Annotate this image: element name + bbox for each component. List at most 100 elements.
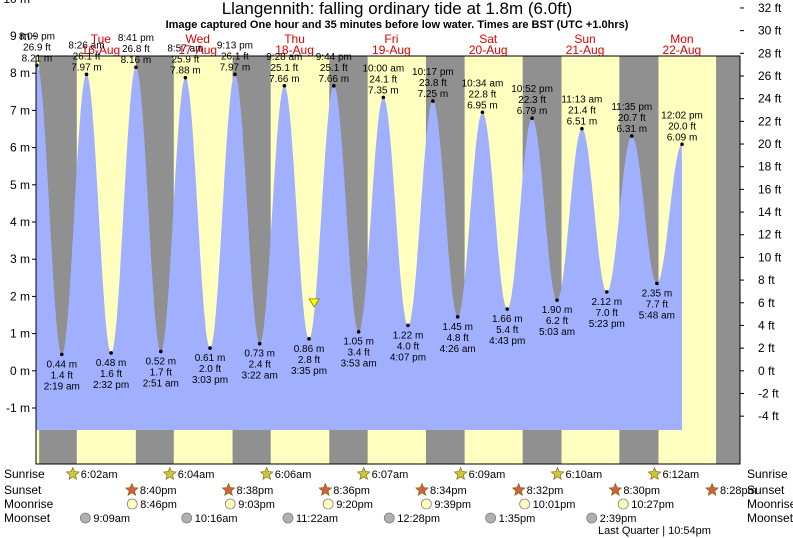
high-tide-meters: 6.09 m	[667, 132, 698, 143]
high-tide-feet: 22.3 ft	[518, 95, 546, 106]
sunrise-icon	[647, 466, 662, 480]
y-right-tick-label: 8 ft	[758, 273, 775, 287]
low-tide-meters: 0.52 m	[146, 356, 177, 367]
high-tide-time: 8:09 pm	[19, 31, 55, 42]
low-tide-point	[604, 290, 609, 294]
sunrise-row-label-left: Sunrise	[4, 467, 45, 481]
low-tide-point	[307, 337, 311, 341]
y-right-tick-label: -4 ft	[758, 409, 779, 423]
y-right-tick-label: 14 ft	[758, 205, 782, 219]
high-tide-time: 11:13 am	[561, 95, 602, 106]
high-tide-time: 9:44 pm	[316, 52, 352, 63]
current-tide-marker	[308, 298, 320, 308]
low-tide-meters: 0.48 m	[96, 358, 127, 369]
low-tide-point	[406, 323, 410, 328]
y-left-tick-label: 2 m	[10, 289, 30, 303]
low-tide-time: 2:19 am	[44, 381, 80, 392]
low-tide-point	[455, 315, 460, 319]
y-left-tick-label: 4 m	[10, 215, 30, 229]
low-tide-meters: 1.90 m	[542, 305, 573, 316]
high-tide-feet: 26.9 ft	[23, 42, 51, 53]
high-tide-meters: 6.95 m	[467, 100, 498, 111]
high-tide-feet: 26.1 ft	[221, 51, 249, 62]
sunrise-icon	[550, 466, 565, 480]
high-tide-meters: 7.25 m	[418, 89, 449, 100]
sunset-time: 8:38pm	[237, 485, 274, 497]
high-tide-time: 8:41 pm	[118, 33, 154, 44]
high-tide-meters: 6.79 m	[517, 106, 548, 117]
high-tide-feet: 26.8 ft	[122, 44, 150, 55]
y-right-tick-label: 30 ft	[758, 24, 782, 38]
low-tide-point	[257, 341, 262, 346]
sunrise-icon	[356, 466, 371, 480]
high-tide-point	[35, 63, 39, 68]
moonrise-time: 10:01pm	[533, 499, 576, 511]
axes: -1 m 0 m 1 m 2 m 3 m 4 m 5 m 6 m 7 m 8 m 9 m 10 m -4…	[3, 0, 782, 465]
high-tide-time: 10:34 am	[462, 78, 504, 89]
day-name-label: Thu	[284, 32, 305, 46]
sunset-icon	[415, 482, 429, 496]
low-tide-feet: 5.4 ft	[496, 325, 518, 336]
low-tide-meters: 2.35 m	[642, 288, 673, 299]
low-tide-time: 2:51 am	[143, 378, 179, 389]
chart-title: Llangennith: falling ordinary tide at 1.…	[222, 0, 573, 18]
y-right-tick-label: 20 ft	[758, 137, 782, 151]
sunset-time: 8:28pm	[720, 485, 757, 497]
y-right-tick-label: 0 ft	[758, 364, 775, 378]
chart-subtitle: Image captured One hour and 35 minutes b…	[166, 19, 629, 31]
high-tide-time: 8:26 am	[68, 40, 104, 51]
moonrise-icon	[420, 498, 432, 510]
low-tide-point	[60, 352, 64, 357]
moonset-row-label-right: Moonset	[747, 511, 793, 525]
high-tide-meters: 6.31 m	[617, 124, 648, 135]
high-tide-meters: 7.97 m	[71, 62, 102, 73]
moonset-icon	[586, 512, 598, 524]
moonrise-icon	[224, 498, 236, 510]
day-date-label: 17-Aug	[178, 43, 217, 57]
high-tide-point	[431, 99, 435, 103]
low-tide-time: 5:23 pm	[589, 319, 625, 330]
y-right-tick-label: 4 ft	[758, 318, 775, 332]
low-tide-point	[655, 281, 659, 286]
low-tide-feet: 2.4 ft	[249, 360, 271, 371]
day-date-label: 21-Aug	[566, 43, 605, 57]
day-date-label: 20-Aug	[469, 43, 508, 57]
moonset-time: 10:16am	[195, 513, 238, 525]
y-right-tick-label: 10 ft	[758, 250, 782, 264]
low-tide-meters: 2.12 m	[591, 297, 622, 308]
high-tide-point	[84, 72, 89, 77]
moonrise-row-label-right: Moonrise	[747, 497, 793, 511]
sunrise-icon	[259, 466, 274, 480]
day-date-label: 16-Aug	[82, 43, 121, 57]
low-tide-meters: 1.05 m	[343, 337, 374, 348]
low-tide-point	[109, 351, 113, 355]
moon-phase-label: Last Quarter | 10:54pm	[598, 525, 711, 537]
sunset-row-label-left: Sunset	[4, 483, 42, 497]
sunrise-time: 6:04am	[178, 469, 215, 481]
low-tide-time: 5:03 am	[539, 327, 575, 338]
sunrise-icon	[453, 466, 468, 480]
y-right-tick-label: 28 ft	[758, 46, 782, 60]
high-tide-meters: 8.21 m	[22, 53, 53, 64]
y-left-tick-label: 9 m	[10, 29, 30, 43]
low-tide-feet: 7.7 ft	[646, 299, 668, 310]
sunset-icon	[221, 482, 236, 496]
low-tide-time: 2:32 pm	[93, 380, 129, 391]
high-tide-meters: 7.35 m	[368, 85, 399, 96]
high-tide-feet: 21.4 ft	[568, 106, 596, 117]
high-tide-meters: 7.66 m	[269, 74, 300, 85]
high-tide-point	[282, 84, 287, 88]
low-tide-meters: 0.86 m	[294, 344, 325, 355]
high-tide-point	[134, 65, 138, 70]
day-name-label: Fri	[384, 32, 398, 46]
high-tide-feet: 24.1 ft	[369, 74, 397, 85]
moonset-row-label-left: Moonset	[4, 511, 51, 525]
moonset-icon	[181, 512, 193, 524]
y-right-tick-label: 22 ft	[758, 114, 782, 128]
low-tide-time: 5:48 am	[639, 310, 675, 321]
moonset-icon	[79, 512, 91, 524]
moonset-time: 12:28pm	[397, 513, 440, 525]
sunset-icon	[511, 482, 526, 496]
y-left-tick-label: 0 m	[10, 364, 30, 378]
low-tide-feet: 2.0 ft	[199, 364, 221, 375]
